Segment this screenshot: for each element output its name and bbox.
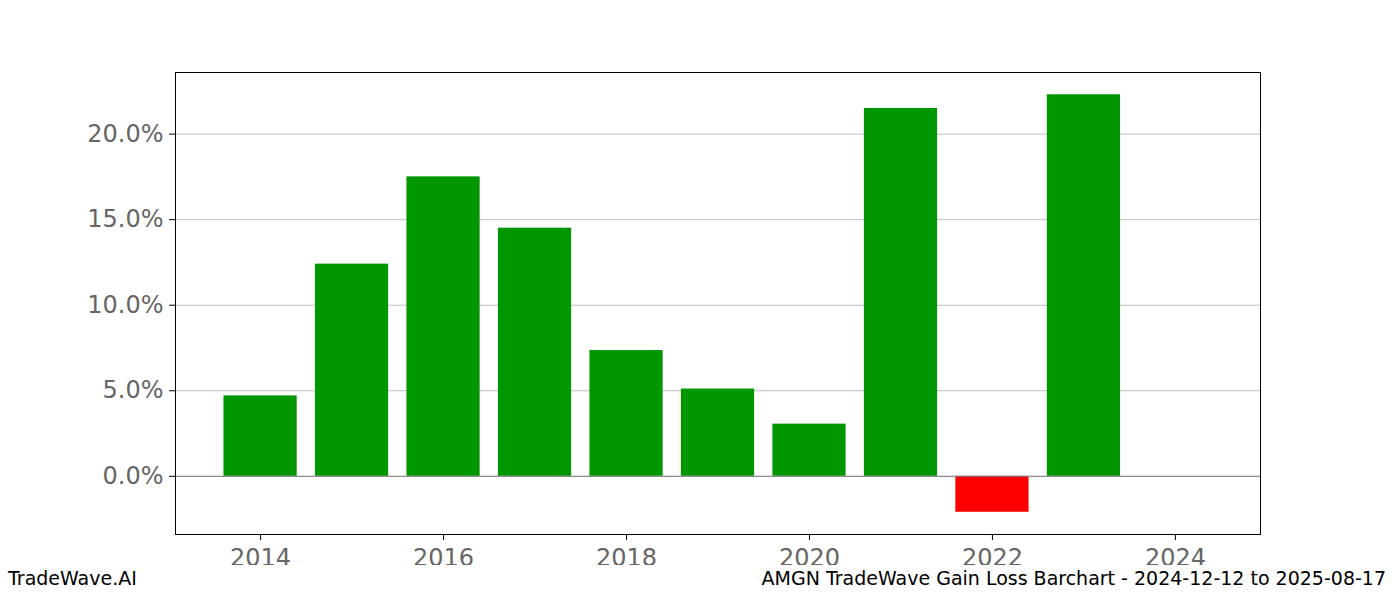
html-text:TradeWave.AI: TradeWave.AI <box>8 567 137 589</box>
html-text:AMGN TradeWave Gain Loss Barch: AMGN TradeWave Gain Loss Barchart - 2024… <box>761 567 1386 589</box>
svg-text:10.0%: 10.0% <box>87 291 163 319</box>
svg-text:2016: 2016 <box>413 544 474 565</box>
svg-text:2014: 2014 <box>230 544 291 565</box>
svg-text:0.0%: 0.0% <box>103 462 164 490</box>
svg-text:2018: 2018 <box>596 544 657 565</box>
svg-text:20.0%: 20.0% <box>87 120 163 148</box>
svg-text:2022: 2022 <box>962 544 1023 565</box>
svg-text:2020: 2020 <box>779 544 840 565</box>
svg-text:15.0%: 15.0% <box>87 205 163 233</box>
svg-text:5.0%: 5.0% <box>103 376 164 404</box>
svg-text:2024: 2024 <box>1145 544 1206 565</box>
